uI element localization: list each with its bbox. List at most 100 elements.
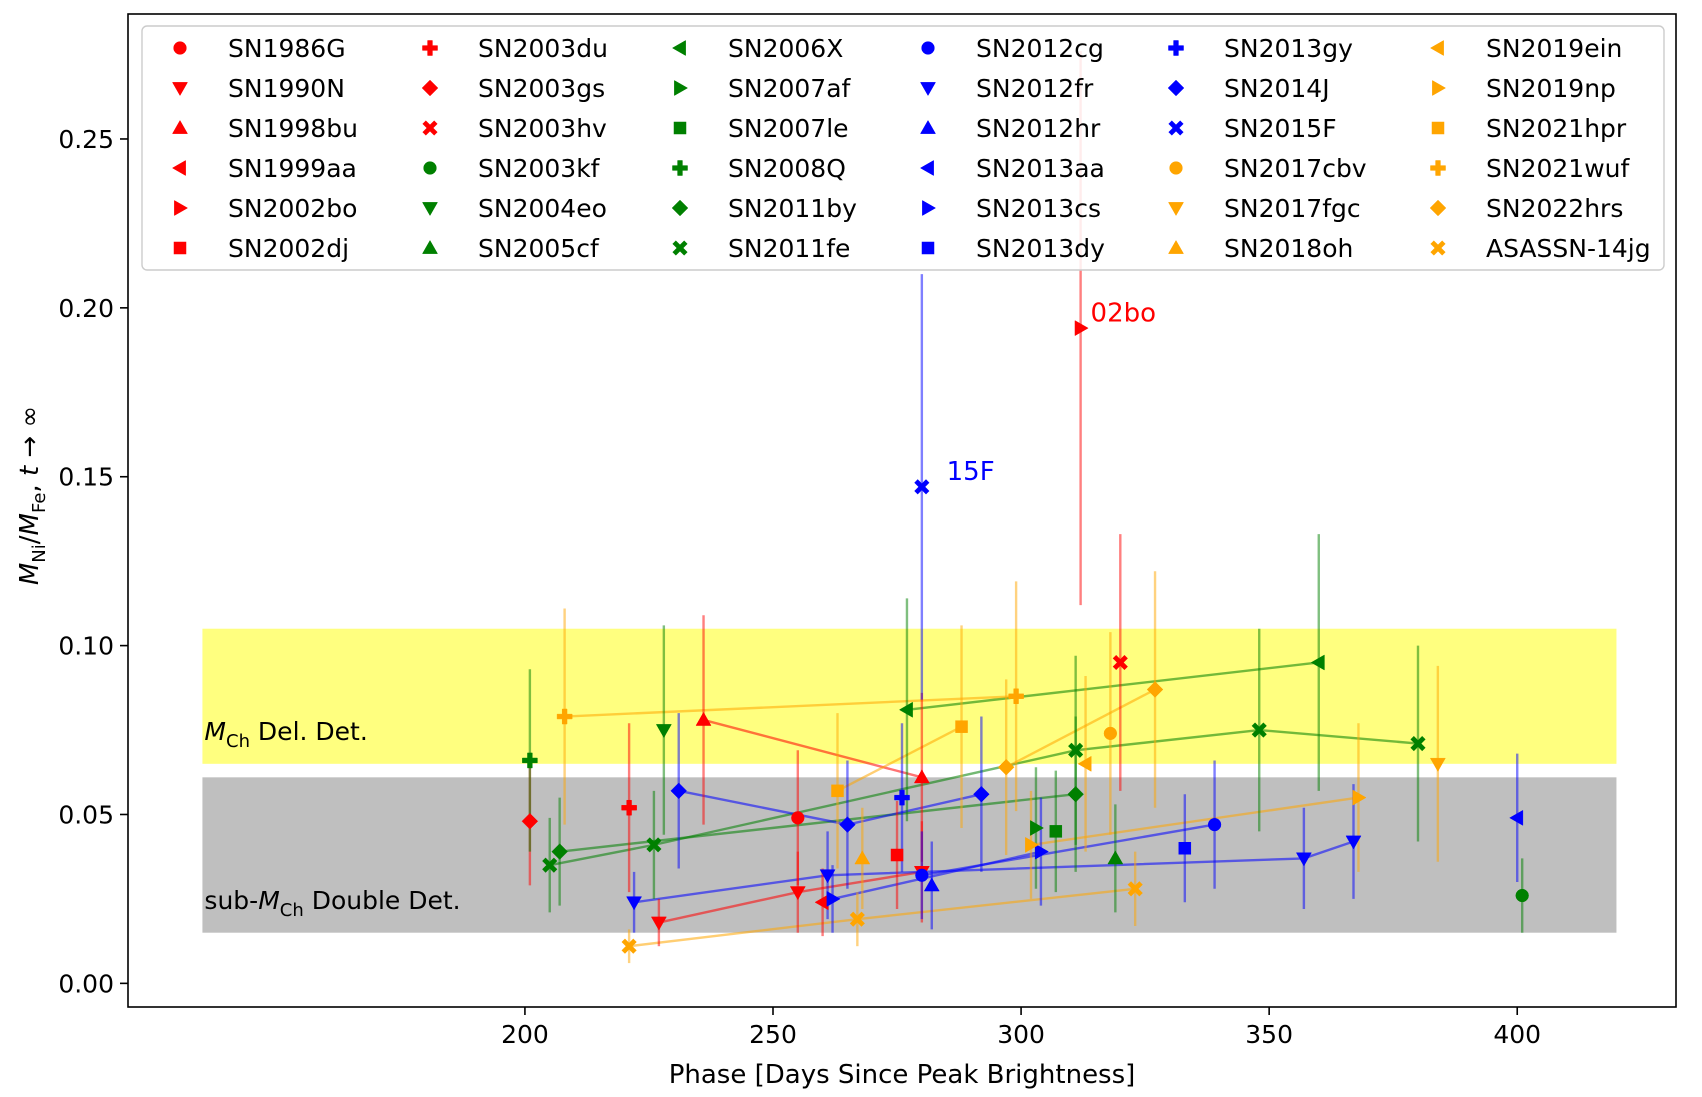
legend-item-sn2017fgc: SN2017fgc [1168,194,1361,223]
legend-item-sn2013dy: SN2013dy [921,234,1105,263]
point-sn2021wuf-1 [1008,688,1024,705]
point-sn2021hpr-0 [831,784,844,798]
y-label-arrow: → ∞ [15,406,45,466]
legend-item-sn1990n: SN1990N [172,74,345,103]
point-sn2017cbv-0 [1103,726,1118,741]
y-label-slash: / [15,535,45,544]
point-sn2014j-2 [973,785,990,803]
legend-marker-sn2008q [672,160,688,176]
plot-frame [127,13,1677,1008]
series-line-sn2013cs [832,850,1042,901]
x-axis-label: Phase [Days Since Peak Brightness] [669,1060,1136,1090]
legend-label-sn2002dj: SN2002dj [228,234,349,263]
legend-item-sn2003hv: SN2003hv [422,114,607,143]
point-sn2006x-0 [898,701,913,718]
legend-label-asassn-14jg: ASASSN-14jg [1486,234,1651,263]
legend-marker-sn2013cs [922,200,937,216]
point-sn2012cg-1 [1207,817,1222,832]
point-sn2011fe-4 [1410,736,1426,752]
point-sn2013gy-0 [894,789,910,806]
legend-marker-sn2012hr [920,119,936,134]
x-tick-label-250: 250 [749,1020,797,1049]
legend-item-sn2015f: SN2015F [1168,114,1337,143]
point-sn2013aa-0 [1509,809,1524,826]
point-sn2022hrs-1 [1146,681,1164,698]
legend: SN1986G SN1990N SN1998bu SN1999aa SN2002bo SN… [141,25,1665,271]
legend-marker-sn2015f [1168,120,1184,136]
legend-label-sn1990n: SN1990N [228,74,345,103]
annotation-02bo: 02bo [1091,298,1157,328]
legend-marker-sn2013gy [1168,40,1184,56]
legend-item-sn2013gy: SN2013gy [1168,34,1353,63]
legend-label-sn2014j: SN2014J [1224,74,1330,103]
legend-marker-sn2006x [671,40,686,56]
point-sn2013dy-0 [1178,842,1192,855]
series-line-sn2012fr [633,840,1354,904]
point-sn2011fe-2 [1068,742,1084,758]
point-sn2017fgc-0 [1429,757,1446,772]
point-sn2007af-0 [1030,820,1044,836]
legend-marker-sn2011fe [672,240,688,256]
point-asassn-14jg-1 [849,911,865,927]
point-sn2019np-0 [1025,836,1040,853]
legend-item-sn1998bu: SN1998bu [172,114,358,143]
y-label-m: M [15,563,45,585]
legend-label-sn1999aa: SN1999aa [228,154,357,183]
point-sn2013cs-1 [1035,843,1049,860]
series-line-sn2011by [559,793,1076,853]
x-stroke-2 [422,120,438,136]
x-stroke-2 [1068,742,1084,758]
y-tick-label-2: 0.10 [58,632,114,661]
series-line-sn2022hrs [1005,688,1156,769]
legend-marker-sn2012fr [920,82,936,97]
point-sn2021hpr-1 [955,720,968,733]
series-line-sn2006x [906,661,1319,711]
legend-marker-sn2004eo [422,202,438,217]
legend-item-sn2012hr: SN2012hr [920,114,1101,143]
point-sn2003kf-0 [1515,888,1529,903]
y-tick-label-0: 0.00 [58,969,114,998]
legend-marker-sn2018oh [1168,239,1184,254]
legend-label-sn2017cbv: SN2017cbv [1224,154,1367,183]
point-sn1990n-0 [650,916,667,931]
y-tick-label-1: 0.05 [58,800,114,829]
legend-item-sn2022hrs: SN2022hrs [1429,194,1623,223]
legend-marker-sn2002dj [173,241,187,255]
point-sn2003gs-0 [521,813,539,830]
point-sn2022hrs-0 [997,758,1015,776]
legend-label-sn2003gs: SN2003gs [478,74,605,103]
legend-label-sn1998bu: SN1998bu [228,114,358,143]
x-stroke-2 [621,938,637,954]
legend-label-sn2006x: SN2006X [728,34,843,63]
legend-marker-sn2003gs [421,79,439,97]
legend-label-sn2012fr: SN2012fr [976,74,1094,103]
x-stroke-2 [1410,736,1426,752]
legend-label-sn2019ein: SN2019ein [1486,34,1622,63]
legend-marker-sn2017fgc [1168,202,1184,217]
legend-item-sn2006x: SN2006X [671,34,843,63]
series-line-sn2021hpr [836,725,963,792]
annotation-15f: 15F [947,457,995,487]
point-sn2008q-0 [522,752,538,769]
x-stroke-2 [646,837,662,853]
legend-item-sn1999aa: SN1999aa [171,154,357,183]
legend-marker-sn2013dy [921,241,935,255]
legend-item-sn2011by: SN2011by [671,194,857,223]
point-sn2012fr-0 [626,896,643,911]
point-sn2003hv-0 [1112,654,1128,671]
legend-label-sn2011fe: SN2011fe [728,234,850,263]
legend-label-sn2013aa: SN2013aa [976,154,1105,183]
point-sn2004eo-0 [655,724,672,739]
legend-item-sn2014j: SN2014J [1167,74,1330,103]
mch-band-label: MCh Del. Det. [204,717,367,752]
legend-item-asassn-14jg: ASASSN-14jg [1430,234,1651,263]
x-stroke-2 [1251,722,1267,738]
point-sn1990n-1 [789,886,806,901]
legend-item-sn2004eo: SN2004eo [422,194,607,223]
x-stroke-2 [1168,120,1184,136]
point-sn2011by-0 [551,843,568,860]
legend-item-sn2019ein: SN2019ein [1429,34,1622,63]
point-sn1998bu-0 [695,711,712,726]
x-stroke-2 [914,479,930,495]
bands-layer: MCh Del. Det.sub-MCh Double Det. [202,628,1617,933]
